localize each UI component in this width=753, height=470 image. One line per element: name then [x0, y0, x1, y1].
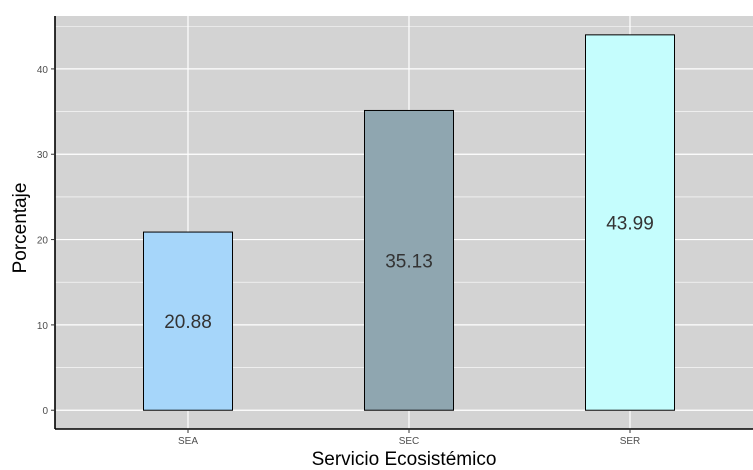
x-tick-label: SEC [399, 436, 420, 447]
y-tick-label: 0 [42, 406, 48, 417]
bar-sea [143, 231, 233, 411]
y-tick-label: 10 [37, 321, 49, 332]
bar-ser [585, 34, 675, 411]
data-label-sec: 35.13 [385, 251, 433, 272]
data-label-ser: 43.99 [606, 214, 654, 235]
y-tick-label: 40 [37, 65, 49, 76]
y-tick-label: 20 [37, 236, 49, 247]
x-tick-label: SER [620, 436, 641, 447]
y-axis-title: Porcentaje [10, 183, 31, 274]
x-tick-label: SEA [178, 436, 198, 447]
data-label-sea: 20.88 [164, 312, 212, 333]
x-axis-ticks: SEA SEC SER [178, 429, 640, 447]
y-tick-label: 30 [37, 150, 49, 161]
x-axis-title: Servicio Ecosistémico [312, 449, 497, 470]
bars [143, 34, 675, 411]
bar-sec [364, 109, 454, 411]
y-axis-ticks: 0 10 20 30 40 [37, 65, 55, 417]
data-labels: 20.88 35.13 43.99 [164, 214, 654, 334]
